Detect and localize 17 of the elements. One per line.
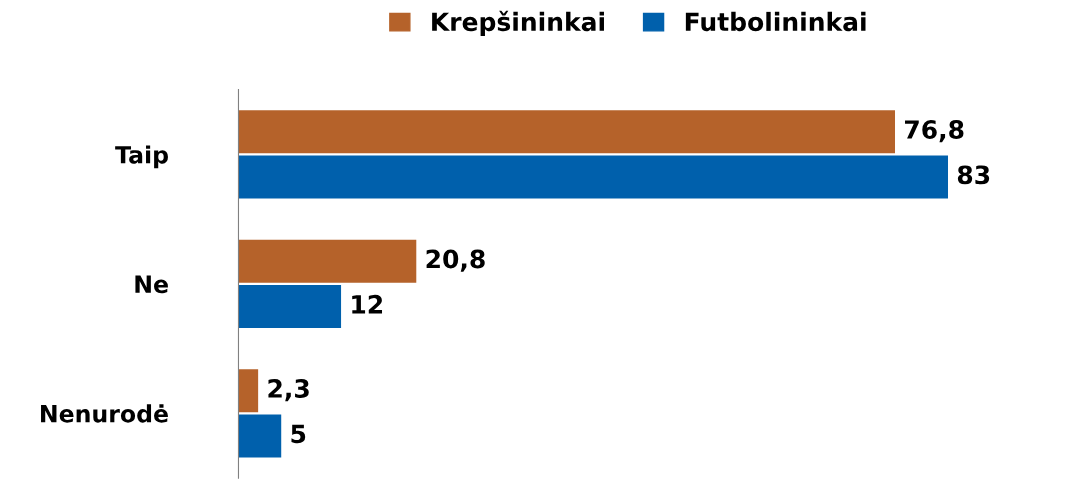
bar — [238, 110, 896, 154]
y-tick-label: Ne — [135, 275, 168, 294]
bar — [238, 239, 417, 283]
bar — [238, 284, 342, 329]
bar — [238, 155, 949, 199]
data-label: 2,3 — [268, 379, 309, 402]
data-label: 83 — [957, 165, 990, 185]
data-label: 76,8 — [905, 120, 964, 143]
legend-label: Krepšininkai — [432, 10, 604, 37]
y-tick-label: Taip — [115, 145, 168, 169]
data-label: 5 — [291, 424, 306, 444]
bar — [238, 414, 282, 458]
y-tick-label: Nenurodė — [41, 404, 168, 423]
legend-label: Futbolininkai — [685, 11, 866, 32]
data-label: 20,8 — [426, 249, 485, 272]
bar — [238, 369, 259, 413]
data-label: 12 — [352, 294, 383, 314]
